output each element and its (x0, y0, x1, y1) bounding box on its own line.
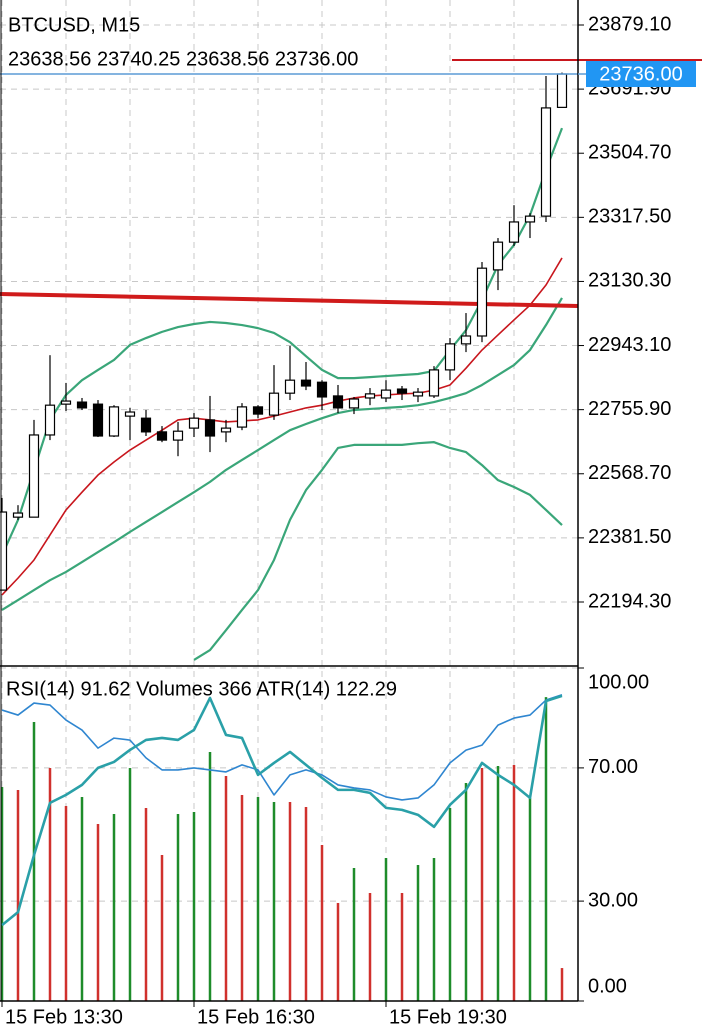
y-tick-label: 100.00 (588, 671, 649, 693)
price-tag (586, 61, 696, 88)
candle-body (428, 369, 440, 397)
indicator-line (1, 694, 563, 801)
candle-body (332, 395, 344, 409)
candle-body (316, 381, 328, 398)
indicator-line (1, 694, 563, 927)
indicator-line (1, 257, 563, 596)
y-tick-label: 23504.70 (588, 142, 671, 164)
y-tick-label: 23317.50 (588, 206, 671, 228)
candle-body (124, 411, 136, 417)
candle-body (60, 400, 72, 405)
y-tick-label: 30.00 (588, 889, 638, 911)
y-tick-label: 23879.10 (588, 13, 671, 35)
candle-body (220, 427, 232, 433)
candle-body (556, 73, 568, 108)
candle-body (412, 391, 424, 397)
y-tick-label: 22943.10 (588, 334, 671, 356)
price-panel (0, 72, 578, 661)
indicator-line (0, 127, 564, 556)
candle-body (76, 401, 88, 409)
indicator-line (193, 441, 563, 661)
y-tick-label: 22755.90 (588, 398, 671, 420)
x-tick-label: 15 Feb 16:30 (197, 1006, 315, 1028)
candle-body (172, 430, 184, 441)
candle-body (188, 417, 200, 429)
candle-body (364, 393, 376, 399)
candle-body (108, 406, 120, 437)
y-tick-label: 22568.70 (588, 462, 671, 484)
indicator-readout: RSI(14) 91.62 Volumes 366 ATR(14) 122.29 (6, 678, 397, 700)
candle-body (300, 379, 312, 387)
candle-body (396, 388, 408, 394)
candle-body (44, 404, 56, 436)
candle-body (236, 406, 248, 428)
candle-body (524, 215, 536, 223)
y-tick-label: 22194.30 (588, 590, 671, 612)
candle-body (492, 241, 504, 271)
candle-body (92, 403, 104, 437)
axes: 100.0070.0030.000.0023879.1023691.902350… (1, 13, 696, 1028)
candle-body (252, 406, 264, 415)
candle-body (268, 392, 280, 416)
candle-body (28, 434, 40, 518)
candle-body (540, 107, 552, 217)
ohlc-readout: 23638.56 23740.25 23638.56 23736.00 (8, 48, 358, 70)
candle-body (348, 398, 360, 409)
candle-body (0, 511, 8, 591)
grid (0, 0, 578, 1002)
candle-body (508, 221, 520, 243)
y-tick-label: 22381.50 (588, 526, 671, 548)
candle-body (204, 419, 216, 437)
candle-body (140, 417, 152, 433)
y-tick-label: 0.00 (588, 975, 627, 997)
candle-body (444, 343, 456, 371)
y-tick-label: 23130.30 (588, 270, 671, 292)
candle-body (284, 379, 296, 394)
y-tick-label: 70.00 (588, 756, 638, 778)
x-tick-label: 15 Feb 13:30 (5, 1006, 123, 1028)
x-tick-label: 15 Feb 19:30 (389, 1006, 507, 1028)
candle-body (12, 512, 24, 518)
candle-body (476, 267, 488, 337)
candle-body (380, 389, 392, 399)
indicator-panel (0, 694, 564, 1001)
indicator-line (1, 297, 563, 611)
candle-body (460, 335, 472, 345)
price-tag-label: 23736.00 (599, 63, 682, 85)
candle-body (156, 431, 168, 441)
symbol-title: BTCUSD, M15 (8, 14, 140, 36)
